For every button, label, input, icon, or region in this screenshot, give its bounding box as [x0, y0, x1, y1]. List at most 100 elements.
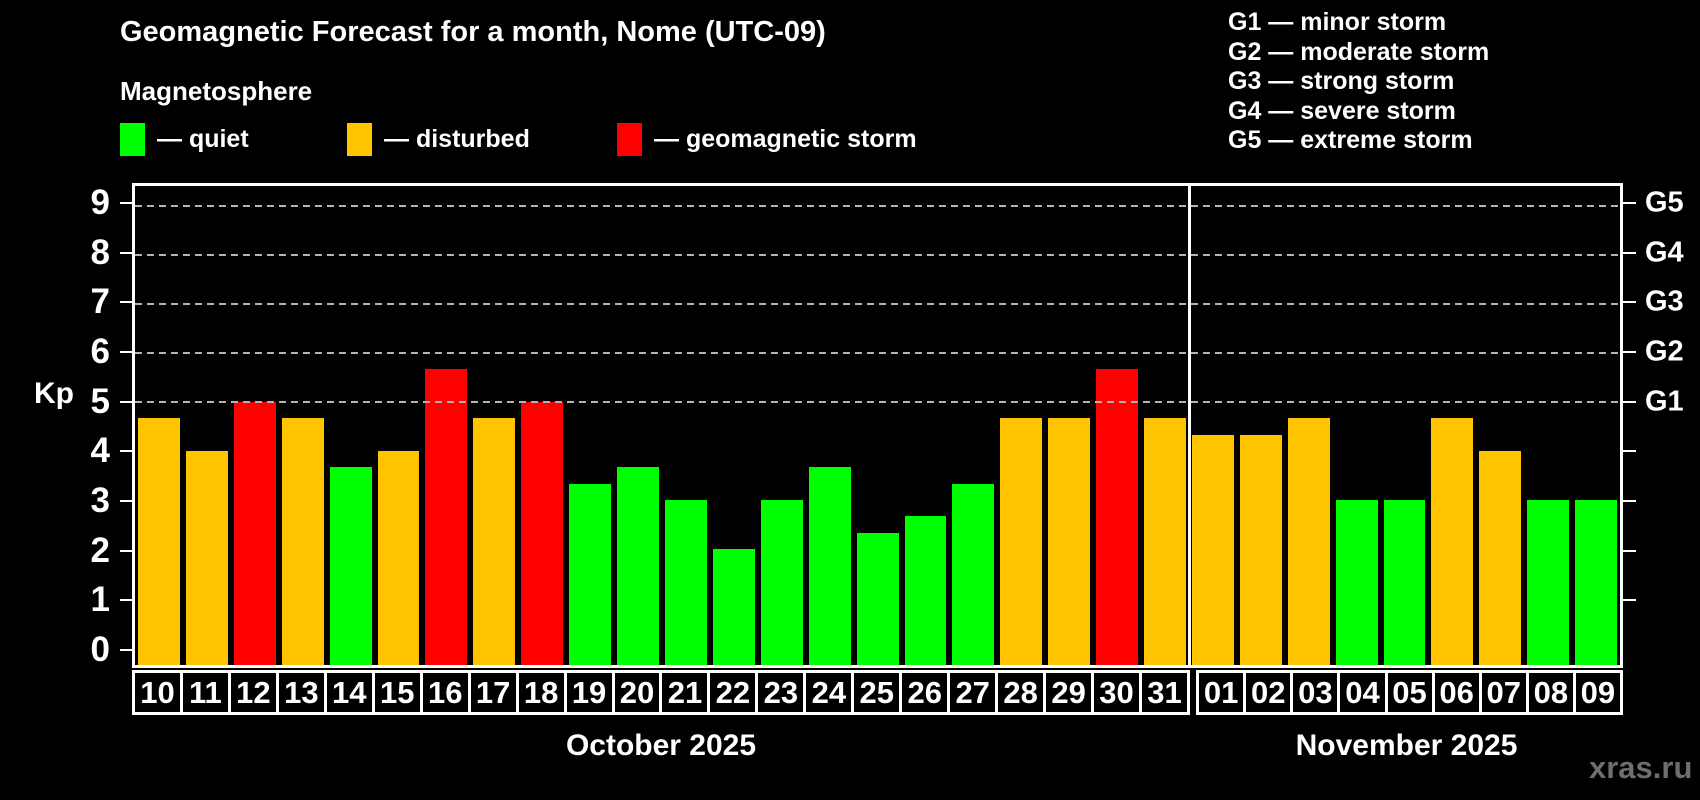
day-box-28: 28 [995, 670, 1047, 715]
day-box-25: 25 [851, 670, 903, 715]
day-box-21: 21 [659, 670, 711, 715]
bar-slot-21 [662, 186, 710, 665]
kp-bar-month0-day-12 [233, 401, 276, 665]
legend-item-storm: — geomagnetic storm [617, 121, 917, 157]
xras-watermark: xras.ru [1589, 750, 1693, 785]
right-tick-8 [1623, 251, 1636, 254]
y-tick-1 [120, 599, 132, 602]
kp-bar-month1-day-04 [1335, 500, 1378, 665]
day-box-27: 27 [947, 670, 999, 715]
legend-quiet-label: — quiet [157, 124, 249, 153]
right-tick-4 [1623, 450, 1636, 453]
bar-slot-15 [375, 186, 423, 665]
day-box-12: 12 [227, 670, 279, 715]
kp-bar-month1-day-01 [1191, 434, 1234, 665]
legend-disturbed-label: — disturbed [384, 124, 530, 153]
kp-bar-month0-day-31 [1144, 418, 1186, 665]
kp-bar-month1-day-05 [1383, 500, 1426, 665]
right-axis-label-g3: G3 [1645, 285, 1684, 318]
y-tick-label-7: 7 [90, 282, 110, 322]
right-tick-6 [1623, 350, 1636, 353]
bar-slot-12 [231, 186, 279, 665]
kp-bar-month0-day-29 [1048, 418, 1091, 665]
right-tick-7 [1623, 301, 1636, 304]
y-tick-label-6: 6 [90, 331, 110, 371]
right-axis-label-g2: G2 [1645, 335, 1684, 368]
month-label-october: October 2025 [565, 729, 757, 762]
y-tick-label-1: 1 [90, 580, 110, 620]
bar-slot-25 [854, 186, 902, 665]
day-box-04: 04 [1337, 670, 1388, 715]
day-box-13: 13 [275, 670, 327, 715]
right-tick-9 [1623, 201, 1636, 204]
right-axis-label-g4: G4 [1645, 236, 1684, 269]
bar-slot-22 [710, 186, 758, 665]
y-tick-label-3: 3 [90, 481, 110, 521]
day-box-group-0: 10 11 12 13 14 15 16 17 18 19 20 21 22 23 24 25 26 27 28 29… [132, 670, 1190, 715]
gridline-kp-5 [135, 400, 1620, 403]
kp-bar-month0-day-30 [1096, 369, 1139, 665]
plot-area [132, 183, 1623, 668]
kp-bar-month0-day-20 [617, 467, 659, 665]
kp-bar-month0-day-23 [760, 500, 803, 665]
bar-slot-17 [470, 186, 518, 665]
quiet-swatch-icon [120, 122, 145, 156]
bar-slot-08 [1524, 186, 1572, 665]
kp-bar-month1-day-08 [1527, 500, 1570, 665]
day-box-24: 24 [803, 670, 855, 715]
kp-bar-month0-day-26 [904, 516, 947, 665]
kp-bar-month1-day-06 [1431, 418, 1474, 665]
y-axis-left: 0 1 2 3 4 5 6 7 8 9 [0, 182, 132, 669]
bar-slot-27 [949, 186, 997, 665]
kp-bar-month0-day-18 [521, 401, 564, 665]
kp-bar-month1-day-03 [1287, 418, 1330, 665]
bar-slot-28 [997, 186, 1045, 665]
right-tick-3 [1623, 500, 1636, 503]
bar-slot-04 [1333, 186, 1381, 665]
kp-bar-month0-day-27 [952, 483, 995, 665]
bar-slot-26 [902, 186, 950, 665]
y-axis-right: G1 G2 G3 G4 G5 [1623, 183, 1700, 668]
storm-swatch-icon [617, 122, 642, 156]
day-box-08: 08 [1525, 670, 1576, 715]
day-box-03: 03 [1290, 670, 1341, 715]
month-separator-line [1187, 186, 1191, 665]
bar-slot-09 [1572, 186, 1620, 665]
y-axis-title: Kp [34, 377, 74, 410]
bar-slot-16 [422, 186, 470, 665]
y-tick-label-2: 2 [90, 530, 110, 570]
bar-slot-20 [614, 186, 662, 665]
g-scale-legend: G1 — minor storm G2 — moderate storm G3 … [1228, 8, 1489, 156]
plot-inner [135, 186, 1620, 665]
legend-item-quiet: — quiet [120, 121, 249, 157]
bar-slot-05 [1381, 186, 1429, 665]
day-box-30: 30 [1091, 670, 1143, 715]
kp-bar-month1-day-07 [1479, 451, 1522, 665]
right-tick-2 [1623, 549, 1636, 552]
kp-bar-month0-day-24 [808, 467, 851, 665]
y-tick-8 [120, 251, 132, 254]
day-box-31: 31 [1139, 670, 1190, 715]
bar-slot-19 [566, 186, 614, 665]
bar-slot-03 [1285, 186, 1333, 665]
kp-bar-month0-day-13 [281, 418, 324, 665]
bar-slot-31 [1141, 186, 1189, 665]
y-tick-5 [120, 400, 132, 403]
magnetosphere-label: Magnetosphere [120, 76, 313, 106]
kp-bar-month0-day-10 [138, 418, 180, 665]
day-box-26: 26 [899, 670, 951, 715]
bar-series [135, 186, 1620, 665]
day-box-23: 23 [755, 670, 807, 715]
day-box-14: 14 [323, 670, 375, 715]
bar-slot-29 [1045, 186, 1093, 665]
y-tick-label-4: 4 [90, 431, 110, 471]
y-tick-label-9: 9 [90, 182, 110, 222]
legend-item-disturbed: — disturbed [347, 121, 530, 157]
right-tick-1 [1623, 599, 1636, 602]
y-tick-label-5: 5 [90, 381, 110, 421]
bar-slot-10 [135, 186, 183, 665]
kp-bar-month1-day-09 [1575, 500, 1618, 665]
bar-slot-02 [1237, 186, 1285, 665]
bar-slot-06 [1428, 186, 1476, 665]
